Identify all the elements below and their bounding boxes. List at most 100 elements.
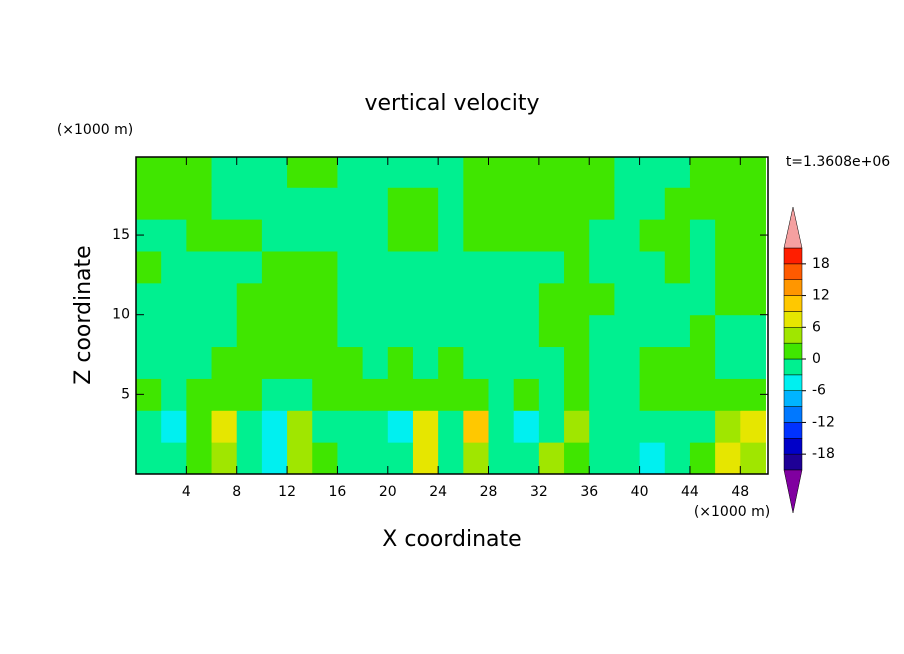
field-cell <box>236 250 263 284</box>
field-cell <box>161 378 187 411</box>
field-cell <box>186 250 213 284</box>
field-cell <box>211 250 238 284</box>
field-cell <box>463 157 490 188</box>
field-cell <box>513 314 540 348</box>
x-tick-label: 32 <box>530 484 548 500</box>
field-cell <box>362 378 389 411</box>
y-tick-label: 15 <box>112 227 130 243</box>
field-cell <box>740 346 766 379</box>
field-cell <box>161 157 187 188</box>
field-cell <box>664 378 691 411</box>
field-cell <box>438 442 464 475</box>
field-cell <box>664 442 691 475</box>
field-cell <box>287 187 313 220</box>
field-cell <box>186 219 213 252</box>
field-cell <box>211 187 238 220</box>
field-cell <box>589 157 615 188</box>
field-cell <box>261 378 288 411</box>
field-cell <box>337 187 364 220</box>
field-cell <box>639 187 666 220</box>
x-tick-label: 24 <box>429 484 447 500</box>
field-cell <box>513 219 540 252</box>
colorbar-tick-label: 6 <box>812 319 821 335</box>
field-cell <box>438 378 464 411</box>
field-cell <box>639 410 666 443</box>
field-cell <box>387 157 414 188</box>
field-cell <box>538 250 565 284</box>
colorbar-bin <box>783 374 803 391</box>
y-unit-label: (×1000 m) <box>57 122 133 138</box>
field-cell <box>463 346 490 379</box>
field-cell <box>236 314 263 348</box>
field-cell <box>639 378 666 411</box>
field-cell <box>740 410 766 443</box>
field-cell <box>664 410 691 443</box>
field-cell <box>538 187 565 220</box>
field-cell <box>438 346 464 379</box>
field-cell <box>362 250 389 284</box>
field-cell <box>463 410 490 443</box>
field-cell <box>513 378 540 411</box>
field-cell <box>614 282 641 316</box>
field-cell <box>639 219 666 252</box>
field-cell <box>261 346 288 379</box>
field-cell <box>513 410 540 443</box>
field-cell <box>614 346 641 379</box>
x-tick-label: 4 <box>182 484 191 500</box>
field-cell <box>689 442 716 475</box>
colorbar-tick-label: 0 <box>812 351 821 367</box>
field-cell <box>261 157 288 188</box>
field-cell <box>186 314 213 348</box>
field-cell <box>639 282 666 316</box>
field-cell <box>740 282 766 316</box>
field-cell <box>689 187 716 220</box>
field-cell <box>186 187 213 220</box>
field-cell <box>412 157 439 188</box>
field-cell <box>538 410 565 443</box>
field-cell <box>161 346 187 379</box>
field-cell <box>564 410 590 443</box>
field-cell <box>513 346 540 379</box>
field-cell <box>287 250 313 284</box>
field-cell <box>337 282 364 316</box>
field-cell <box>715 157 741 188</box>
field-cell <box>488 157 515 188</box>
field-cell <box>538 219 565 252</box>
field-cell <box>362 219 389 252</box>
field-cell <box>236 442 263 475</box>
field-cell <box>664 282 691 316</box>
x-tick-label: 12 <box>278 484 296 500</box>
field-cell <box>312 410 338 443</box>
field-cell <box>463 282 490 316</box>
field-cell <box>362 157 389 188</box>
field-cell <box>261 219 288 252</box>
field-cell <box>538 346 565 379</box>
field-cell <box>564 219 590 252</box>
y-tick-label: 5 <box>121 386 130 402</box>
field-cell <box>261 282 288 316</box>
field-cell <box>538 442 565 475</box>
colorbar-under <box>783 469 803 514</box>
field <box>136 157 766 475</box>
field-cell <box>614 187 641 220</box>
field-cell <box>740 157 766 188</box>
field-cell <box>362 442 389 475</box>
field-cell <box>538 157 565 188</box>
field-cell <box>337 346 364 379</box>
field-cell <box>689 378 716 411</box>
field-cell <box>387 346 414 379</box>
field-cell <box>337 157 364 188</box>
field-cell <box>664 314 691 348</box>
field-cell <box>362 282 389 316</box>
field-cell <box>740 442 766 475</box>
field-cell <box>664 346 691 379</box>
field-cell <box>488 187 515 220</box>
field-cell <box>387 250 414 284</box>
field-cell <box>564 157 590 188</box>
field-cell <box>261 314 288 348</box>
x-unit-label: (×1000 m) <box>694 504 770 520</box>
field-cell <box>136 346 162 379</box>
field-cell <box>136 410 162 443</box>
field-cell <box>412 442 439 475</box>
field-cell <box>589 187 615 220</box>
